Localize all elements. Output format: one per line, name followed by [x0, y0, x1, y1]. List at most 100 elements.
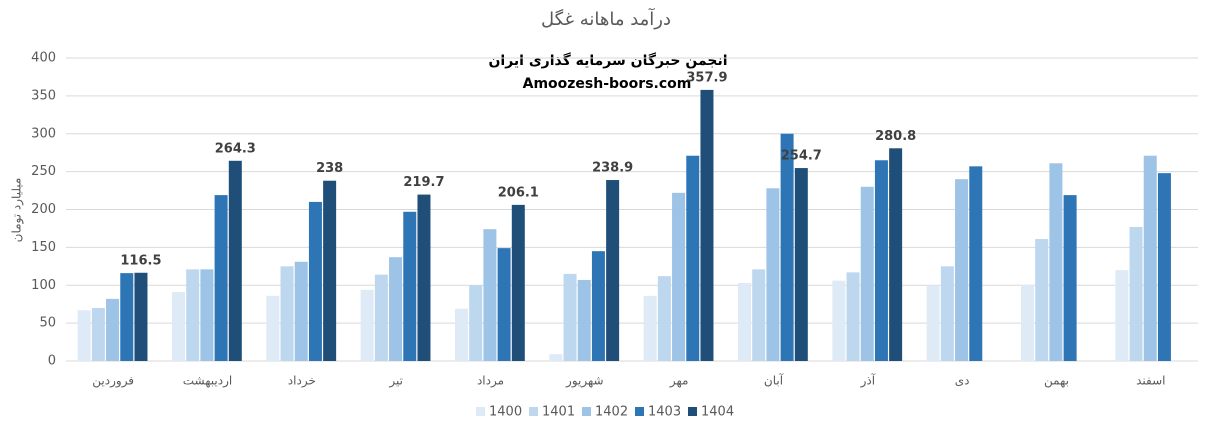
- bar: [228, 160, 242, 361]
- bar: [606, 180, 620, 361]
- bar: [860, 186, 874, 361]
- bar: [374, 274, 388, 361]
- bar: [294, 261, 308, 361]
- bar: [874, 160, 888, 361]
- bar: [417, 194, 431, 361]
- data-label: 238: [316, 161, 343, 176]
- x-tick-label: فروردین: [92, 374, 134, 389]
- bar: [497, 248, 511, 361]
- x-tick-label: اسفند: [1136, 374, 1165, 388]
- y-tick-label: 350: [31, 88, 56, 103]
- x-tick-label: آذر: [860, 373, 876, 389]
- bar: [172, 292, 185, 361]
- y-tick-label: 100: [31, 278, 56, 293]
- bar: [266, 295, 280, 361]
- bar: [483, 229, 497, 361]
- bar: [308, 201, 322, 361]
- bar: [563, 273, 577, 361]
- bar: [469, 285, 483, 361]
- x-tick-label: دی: [955, 374, 970, 388]
- bar: [889, 148, 903, 361]
- bar: [780, 133, 794, 361]
- y-tick-label: 250: [31, 164, 56, 179]
- y-tick-label: 300: [31, 126, 56, 141]
- bar: [1157, 173, 1171, 361]
- bar: [940, 266, 954, 361]
- bar: [738, 282, 751, 361]
- bar: [1063, 195, 1077, 361]
- bar: [280, 266, 294, 361]
- data-label: 238.9: [592, 161, 633, 176]
- bar: [511, 204, 525, 361]
- y-tick-label: 400: [31, 51, 56, 66]
- chart-title: درآمد ماهانه غگل: [541, 7, 671, 30]
- data-label: 254.7: [781, 149, 822, 164]
- bar: [846, 272, 860, 361]
- x-tick-label: مهر: [669, 374, 689, 389]
- bar: [672, 192, 686, 361]
- data-label: 206.1: [498, 185, 539, 200]
- legend-swatch: [635, 407, 644, 416]
- x-tick-label: مرداد: [477, 374, 504, 389]
- legend-swatch: [476, 407, 485, 416]
- bar: [657, 276, 671, 361]
- bar: [969, 166, 983, 361]
- annotation: Amoozesh-boors.com: [523, 76, 692, 92]
- bar: [120, 273, 134, 361]
- bar: [1021, 284, 1034, 361]
- bar: [1143, 155, 1157, 361]
- x-tick-label: خرداد: [288, 374, 316, 389]
- legend-label: 1400: [489, 405, 522, 420]
- legend-label: 1401: [542, 405, 575, 420]
- x-tick-label: تیر: [388, 374, 403, 389]
- bar: [389, 257, 403, 361]
- bar: [955, 179, 969, 361]
- data-label: 357.9: [686, 70, 727, 85]
- y-tick-label: 0: [48, 354, 56, 369]
- bar: [766, 188, 780, 361]
- x-tick-label: اردیبهشت: [183, 374, 232, 389]
- bar: [700, 89, 714, 361]
- bar: [134, 272, 148, 361]
- bar: [794, 168, 808, 361]
- y-tick-label: 50: [39, 316, 56, 331]
- bar: [549, 354, 563, 361]
- x-tick-label: آبان: [764, 373, 784, 388]
- bar: [403, 211, 417, 361]
- bar: [77, 310, 91, 361]
- data-label: 116.5: [120, 253, 161, 268]
- bar: [1035, 239, 1049, 361]
- bar: [926, 285, 940, 361]
- data-label: 280.8: [875, 129, 916, 144]
- legend-label: 1402: [595, 405, 628, 420]
- bar: [455, 308, 468, 361]
- legend-swatch: [529, 407, 538, 416]
- legend-label: 1403: [648, 405, 681, 420]
- bar: [591, 251, 605, 361]
- bar: [1115, 270, 1129, 361]
- bar: [186, 269, 200, 361]
- bar: [1129, 226, 1143, 361]
- x-tick-label: بهمن: [1044, 374, 1069, 389]
- bar: [752, 269, 766, 361]
- bar: [1049, 163, 1063, 361]
- annotation: انجمن خبرگان سرمایه گذاری ایران: [488, 52, 727, 69]
- legend-swatch: [688, 407, 697, 416]
- bar: [200, 269, 214, 361]
- y-tick-label: 200: [31, 202, 56, 217]
- legend-label: 1404: [701, 405, 734, 420]
- bar: [832, 280, 846, 361]
- data-label: 264.3: [215, 141, 256, 156]
- bar: [577, 279, 591, 361]
- bar: [323, 180, 337, 361]
- y-axis-label: میلیارد تومان: [10, 178, 25, 243]
- bar: [360, 289, 374, 361]
- x-tick-label: شهریور: [565, 374, 604, 389]
- bar: [686, 155, 700, 361]
- legend-swatch: [582, 407, 591, 416]
- y-tick-label: 150: [31, 240, 56, 255]
- bar: [643, 295, 657, 361]
- bar: [91, 307, 105, 361]
